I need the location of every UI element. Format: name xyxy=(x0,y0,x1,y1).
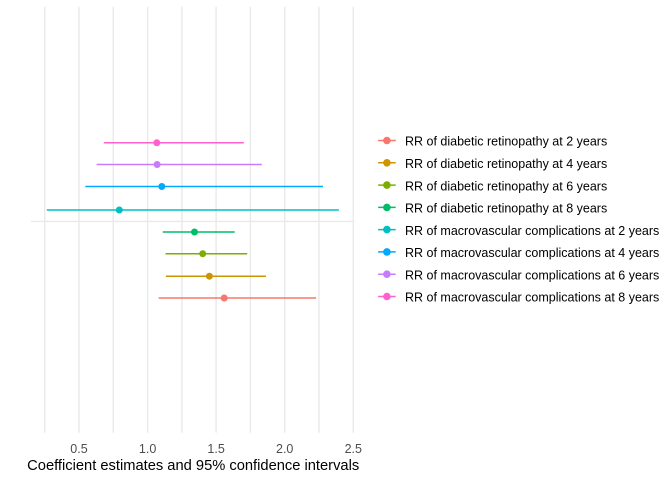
svg-text:RR of diabetic retinopathy at: RR of diabetic retinopathy at 4 years xyxy=(405,157,607,171)
svg-text:RR of macrovascular complicati: RR of macrovascular complications at 6 y… xyxy=(405,268,659,282)
svg-text:1.5: 1.5 xyxy=(207,442,224,456)
svg-text:RR of diabetic retinopathy at: RR of diabetic retinopathy at 8 years xyxy=(405,202,607,216)
svg-text:RR of macrovascular complicati: RR of macrovascular complications at 2 y… xyxy=(405,224,659,238)
svg-text:RR of macrovascular complicati: RR of macrovascular complications at 4 y… xyxy=(405,246,659,260)
svg-text:RR of diabetic retinopathy at: RR of diabetic retinopathy at 6 years xyxy=(405,179,607,193)
svg-text:2.0: 2.0 xyxy=(276,442,293,456)
svg-text:Coefficient estimates and 95%: Coefficient estimates and 95% confidence… xyxy=(27,458,359,474)
svg-text:RR of diabetic retinopathy at: RR of diabetic retinopathy at 2 years xyxy=(405,135,607,149)
svg-text:RR of macrovascular complicati: RR of macrovascular complications at 8 y… xyxy=(405,291,659,305)
svg-text:1.0: 1.0 xyxy=(139,442,156,456)
svg-text:0.5: 0.5 xyxy=(70,442,87,456)
svg-text:2.5: 2.5 xyxy=(345,442,362,456)
